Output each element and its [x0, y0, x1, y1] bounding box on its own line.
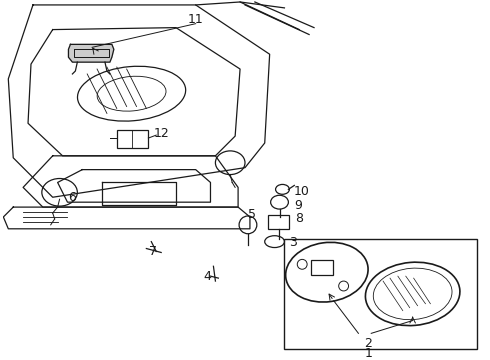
Text: 5: 5 [248, 208, 256, 221]
Polygon shape [69, 44, 114, 62]
Text: 8: 8 [295, 212, 303, 225]
Text: 1: 1 [365, 347, 372, 360]
Text: 12: 12 [153, 127, 169, 140]
Bar [117, 130, 148, 148]
Text: 9: 9 [294, 199, 302, 212]
Text: 7: 7 [149, 245, 157, 258]
Bar [285, 239, 477, 349]
Bar [311, 260, 333, 275]
Text: 10: 10 [294, 185, 309, 198]
Text: 2: 2 [365, 337, 372, 350]
Text: 4: 4 [203, 270, 212, 283]
Text: 6: 6 [69, 191, 76, 204]
Text: 3: 3 [290, 236, 297, 249]
Bar [268, 215, 290, 229]
Text: 11: 11 [188, 13, 203, 26]
